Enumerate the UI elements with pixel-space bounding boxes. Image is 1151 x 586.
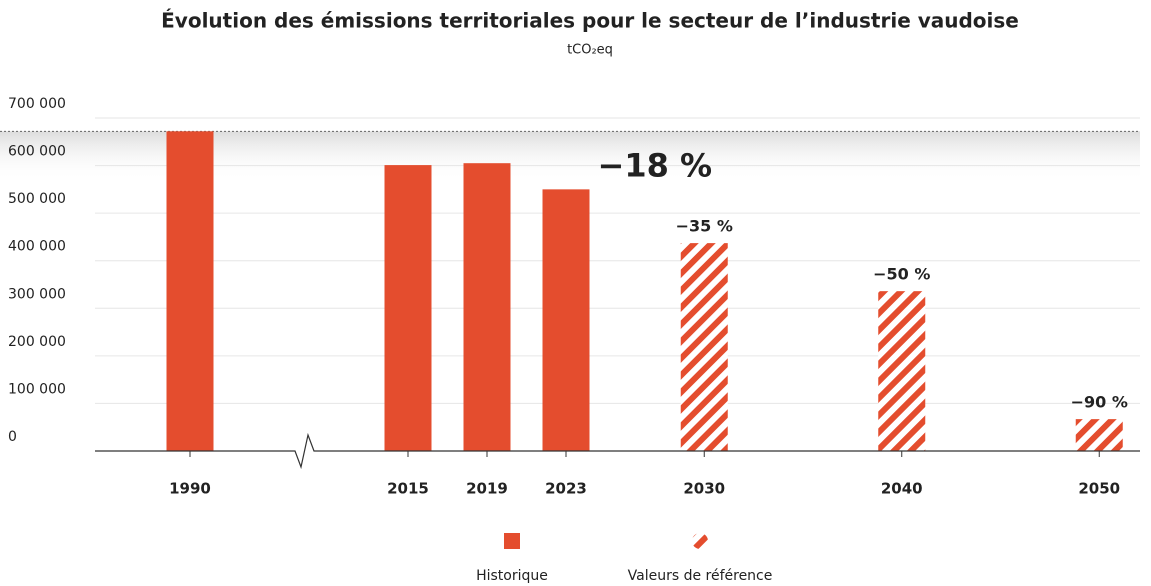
y-tick-label: 500 000 <box>8 191 66 207</box>
annotation: −35 % <box>676 217 733 236</box>
legend-label: Valeurs de référence <box>628 568 773 584</box>
x-tick-label: 2015 <box>387 480 429 498</box>
chart-title: Évolution des émissions territoriales po… <box>161 9 1019 33</box>
bar <box>542 189 590 451</box>
x-tick-label: 1990 <box>169 480 211 498</box>
y-tick-label: 600 000 <box>8 144 66 160</box>
bar <box>384 165 432 452</box>
bar <box>463 163 511 451</box>
bar <box>1075 419 1123 451</box>
x-tick-label: 2023 <box>545 480 587 498</box>
y-tick-label: 200 000 <box>8 334 66 350</box>
x-axis <box>95 432 1140 470</box>
y-tick-label: 0 <box>8 429 17 445</box>
x-tick-label: 2030 <box>683 480 725 498</box>
x-tick-label: 2019 <box>466 480 508 498</box>
bar <box>166 131 214 451</box>
bar <box>878 291 926 451</box>
y-tick-label: 300 000 <box>8 286 66 302</box>
legend-swatch <box>692 533 708 549</box>
x-tick-label: 2050 <box>1078 480 1120 498</box>
y-tick-label: 700 000 <box>8 96 66 112</box>
legend-swatch <box>504 533 520 549</box>
bar <box>680 243 728 451</box>
y-tick-label: 100 000 <box>8 381 66 397</box>
annotation: −50 % <box>873 265 930 284</box>
legend-label: Historique <box>476 568 548 584</box>
annotation: −18 % <box>598 146 713 184</box>
y-tick-label: 400 000 <box>8 239 66 255</box>
annotation: −90 % <box>1071 393 1128 412</box>
x-tick-label: 2040 <box>881 480 923 498</box>
chart-subtitle: tCO₂eq <box>567 43 613 58</box>
